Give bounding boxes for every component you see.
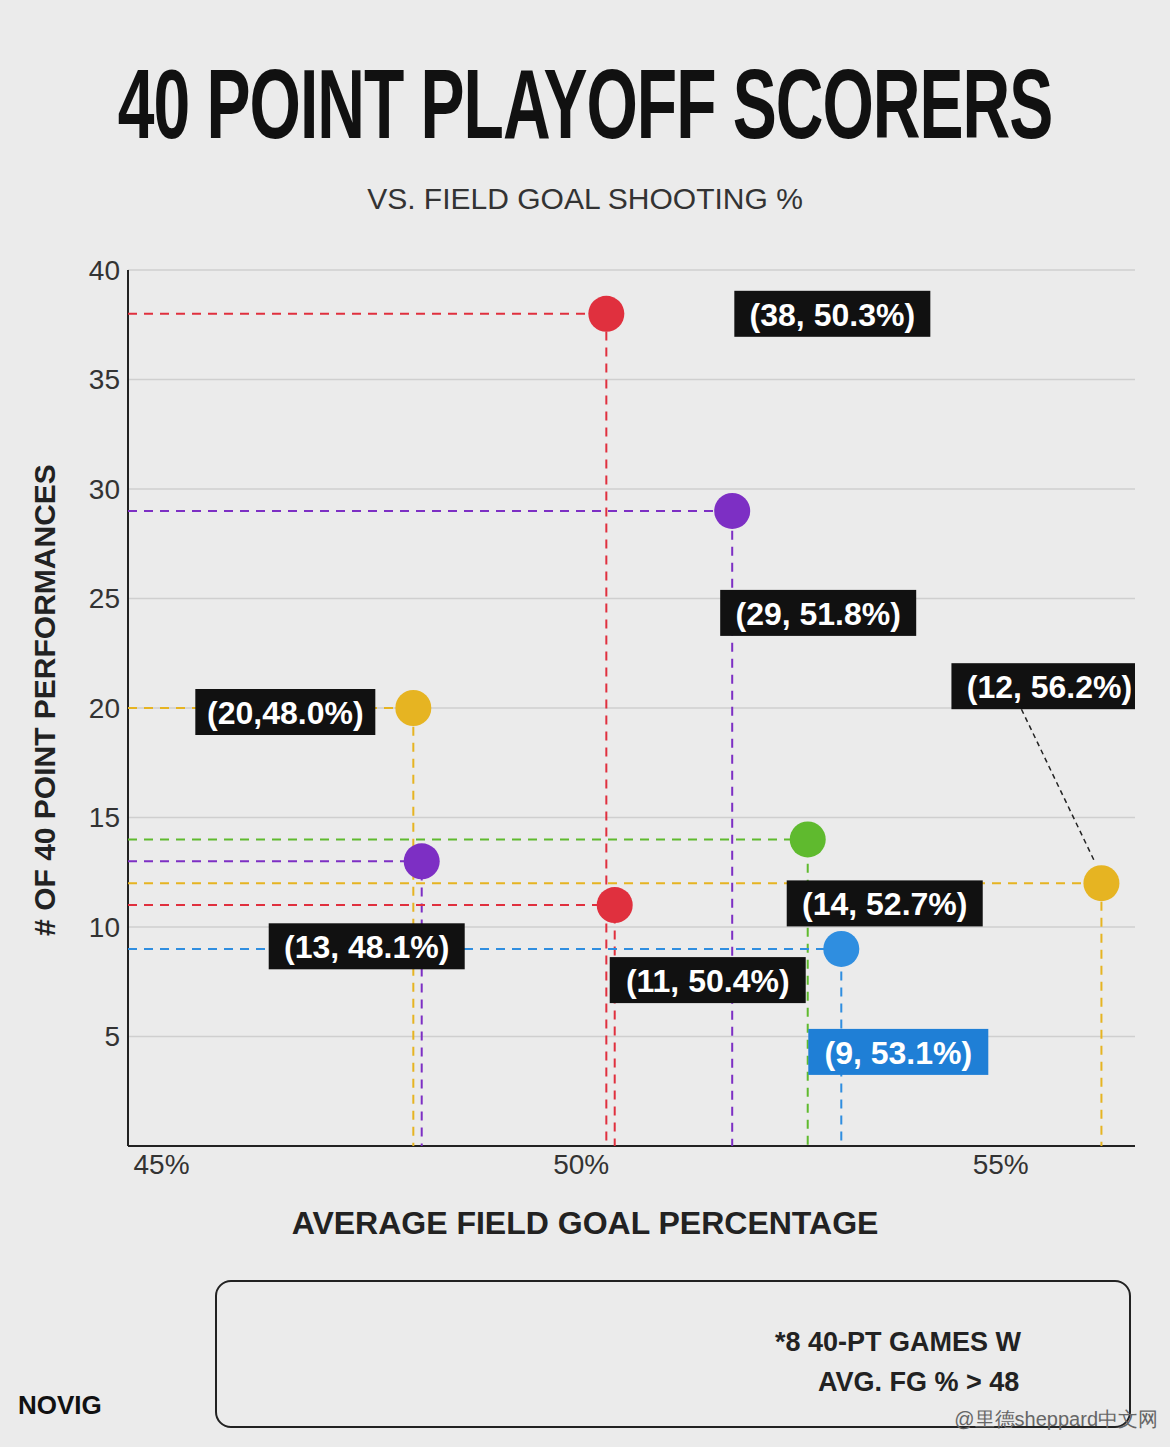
svg-text:40: 40 bbox=[89, 255, 120, 286]
svg-text:30: 30 bbox=[89, 474, 120, 505]
html-text:AVG. FG % > 48: AVG. FG % > 48 bbox=[818, 1367, 1020, 1397]
svg-text:(14, 52.7%): (14, 52.7%) bbox=[802, 886, 967, 922]
svg-text:45%: 45% bbox=[134, 1149, 190, 1180]
svg-text:(20,48.0%): (20,48.0%) bbox=[207, 695, 364, 731]
svg-text:(12, 56.2%): (12, 56.2%) bbox=[967, 669, 1132, 705]
svg-text:50%: 50% bbox=[553, 1149, 609, 1180]
svg-text:35: 35 bbox=[89, 364, 120, 395]
svg-text:20: 20 bbox=[89, 693, 120, 724]
html-text:AVERAGE FIELD GOAL PERCENTAGE: AVERAGE FIELD GOAL PERCENTAGE bbox=[291, 1205, 879, 1241]
svg-text:(9, 53.1%): (9, 53.1%) bbox=[824, 1035, 972, 1071]
svg-text:(11, 50.4%): (11, 50.4%) bbox=[626, 963, 790, 999]
svg-text:(13, 48.1%): (13, 48.1%) bbox=[284, 929, 449, 965]
html-text:# OF 40 POINT PERFORMANCES: # OF 40 POINT PERFORMANCES bbox=[28, 464, 61, 936]
svg-text:55%: 55% bbox=[973, 1149, 1029, 1180]
svg-text:15: 15 bbox=[89, 802, 120, 833]
html-text:*8 40-PT GAMES W: *8 40-PT GAMES W bbox=[775, 1327, 1021, 1357]
svg-text:25: 25 bbox=[89, 583, 120, 614]
html-text:NOVIG: NOVIG bbox=[18, 1390, 102, 1420]
svg-text:(29, 51.8%): (29, 51.8%) bbox=[735, 596, 900, 632]
svg-text:5: 5 bbox=[104, 1021, 120, 1052]
svg-text:(38, 50.3%): (38, 50.3%) bbox=[750, 297, 915, 333]
svg-text:10: 10 bbox=[89, 912, 120, 943]
html-text:@里德sheppard中文网: @里德sheppard中文网 bbox=[954, 1408, 1158, 1430]
html-text:VS. FIELD GOAL SHOOTING %: VS. FIELD GOAL SHOOTING % bbox=[367, 182, 803, 215]
html-text:40 POINT PLAYOFF SCORERS: 40 POINT PLAYOFF SCORERS bbox=[117, 47, 1053, 159]
